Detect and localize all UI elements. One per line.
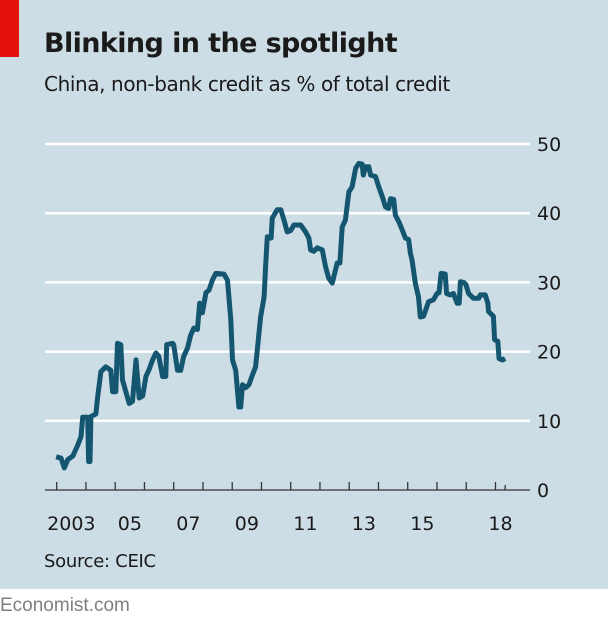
x-tick-label: 11 xyxy=(293,513,317,535)
y-tick-label: 10 xyxy=(537,411,561,433)
gridlines xyxy=(45,142,530,423)
series-line xyxy=(55,160,507,471)
y-axis-labels: 0 10 20 30 40 50 xyxy=(537,134,561,502)
x-axis-labels: 2003 05 07 09 11 13 15 18 xyxy=(47,513,512,535)
x-tick-label: 13 xyxy=(352,513,376,535)
chart-subtitle: China, non-bank credit as % of total cre… xyxy=(44,72,450,96)
chart-title: Blinking in the spotlight xyxy=(44,28,398,59)
brand-footer: Economist.com xyxy=(0,595,130,616)
y-tick-label: 0 xyxy=(537,480,549,502)
series-group xyxy=(55,160,507,471)
line-chart: 0 10 20 30 40 50 2003 05 07 09 11 13 15 18 xyxy=(45,134,561,535)
x-tick-label: 07 xyxy=(176,513,200,535)
y-tick-label: 30 xyxy=(537,272,561,294)
x-tick-label: 09 xyxy=(235,513,259,535)
red-accent-bar xyxy=(0,0,19,57)
source-note: Source: CEIC xyxy=(44,551,156,572)
x-tick-label: 15 xyxy=(410,513,434,535)
y-tick-label: 50 xyxy=(537,134,561,156)
x-tick-label: 05 xyxy=(118,513,142,535)
y-tick-label: 40 xyxy=(537,203,561,225)
x-axis xyxy=(45,482,530,491)
y-tick-label: 20 xyxy=(537,342,561,364)
chart-panel xyxy=(0,0,608,589)
x-tick-label: 2003 xyxy=(47,513,95,535)
x-tick-label: 18 xyxy=(488,513,512,535)
